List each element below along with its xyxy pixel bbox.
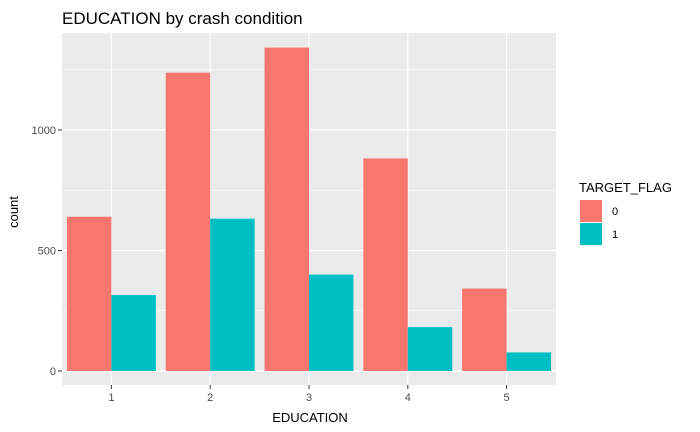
x-axis-title: EDUCATION — [272, 410, 348, 425]
y-tick-label: 0 — [50, 366, 56, 378]
legend-key-1 — [580, 223, 602, 245]
y-axis-title: count — [6, 196, 21, 228]
legend-title: TARGET_FLAG — [579, 180, 672, 195]
bar-4-flag-1 — [407, 327, 453, 371]
x-tick-label: 5 — [504, 392, 510, 404]
x-tick-label: 4 — [405, 392, 411, 404]
y-axis: 0 500 1000 — [32, 125, 62, 378]
chart-title: EDUCATION by crash condition — [62, 9, 303, 28]
bar-5-flag-1 — [506, 352, 552, 371]
bar-2-flag-1 — [210, 218, 255, 371]
x-tick-label: 2 — [207, 392, 213, 404]
bar-1-flag-1 — [111, 295, 156, 371]
legend-label-0: 0 — [612, 206, 618, 218]
bar-4-flag-0 — [363, 158, 408, 371]
x-tick-label: 3 — [306, 392, 312, 404]
y-tick-label: 500 — [38, 246, 56, 258]
bar-3-flag-0 — [264, 47, 309, 371]
legend: TARGET_FLAG 0 1 — [579, 180, 672, 245]
y-tick-label: 1000 — [32, 125, 56, 137]
bar-2-flag-0 — [165, 72, 211, 371]
bars — [66, 47, 552, 371]
bar-5-flag-0 — [462, 288, 507, 371]
legend-label-1: 1 — [612, 229, 618, 241]
bar-1-flag-0 — [66, 216, 112, 371]
legend-key-0 — [580, 200, 602, 222]
x-axis: 1 2 3 4 5 — [108, 385, 510, 404]
bar-3-flag-1 — [309, 274, 354, 371]
x-tick-label: 1 — [108, 392, 114, 404]
